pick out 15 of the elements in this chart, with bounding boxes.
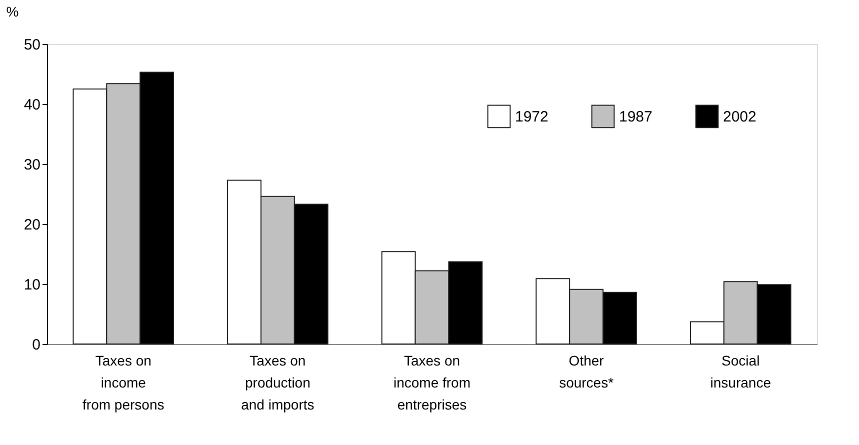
y-tick-label: 50 (24, 36, 40, 54)
legend-label: 1987 (619, 108, 652, 126)
legend-label: 1972 (515, 108, 548, 126)
y-tick-label: 30 (24, 156, 40, 174)
x-tick-label: Taxes on income from persons (82, 352, 164, 412)
x-tick-label: Social insurance (710, 352, 772, 390)
legend-label: 2002 (723, 108, 756, 126)
y-tick-label: 20 (24, 216, 40, 234)
y-tick-label: 40 (24, 96, 40, 114)
x-tick-label: Taxes on production and imports (241, 352, 314, 412)
y-axis-title: % (6, 4, 19, 20)
y-tick-label: 10 (24, 276, 40, 294)
x-tick-label: Taxes on income from entreprises (393, 352, 471, 412)
y-tick-label: 0 (32, 336, 40, 354)
x-tick-label: Other sources* (559, 352, 614, 390)
